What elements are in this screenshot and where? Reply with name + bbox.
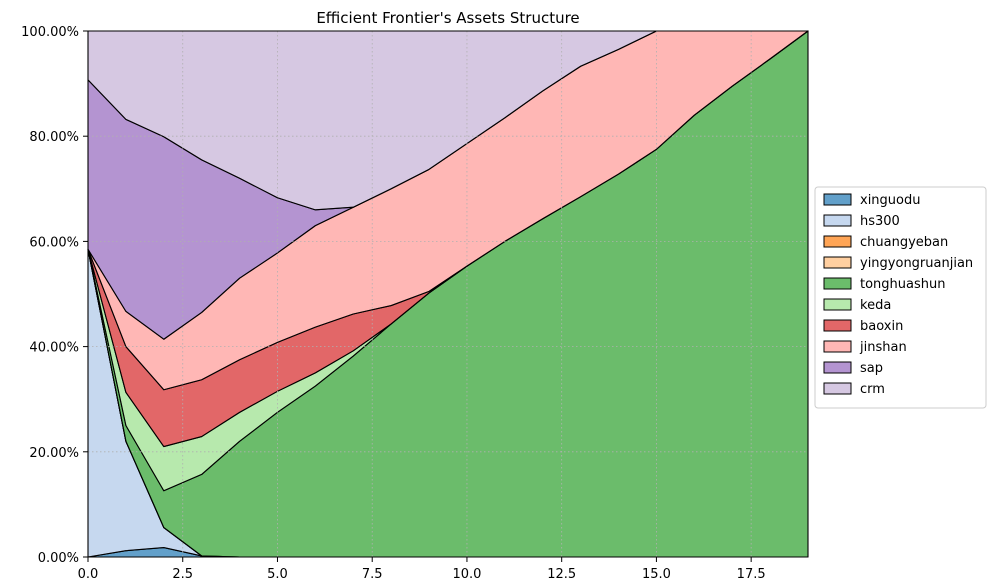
chart-title: Efficient Frontier's Assets Structure bbox=[316, 9, 579, 27]
y-tick-label: 0.00% bbox=[38, 551, 79, 566]
legend-label-hs300: hs300 bbox=[860, 214, 900, 229]
x-tick-label: 0.0 bbox=[78, 567, 99, 582]
y-tick-label: 60.00% bbox=[29, 235, 79, 250]
legend-label-sap: sap bbox=[860, 361, 883, 376]
x-tick-label: 10.0 bbox=[452, 567, 481, 582]
legend: xinguodu hs300 chuangyeban yingyongruanjian… bbox=[814, 186, 987, 409]
x-tick-label: 2.5 bbox=[172, 567, 193, 582]
legend-swatch-xinguodu bbox=[823, 193, 852, 206]
legend-swatch-chuangyeban bbox=[823, 235, 852, 248]
legend-swatch-keda bbox=[823, 298, 852, 311]
legend-label-keda: keda bbox=[860, 298, 891, 313]
x-tick-label: 5.0 bbox=[267, 567, 288, 582]
legend-label-jinshan: jinshan bbox=[859, 340, 907, 355]
legend-label-yingyongruanjian: yingyongruanjian bbox=[860, 256, 973, 271]
legend-swatch-crm bbox=[823, 382, 852, 395]
legend-label-chuangyeban: chuangyeban bbox=[860, 235, 948, 250]
x-tick-label: 12.5 bbox=[547, 567, 576, 582]
x-axis: 0.0 2.5 5.0 7.5 10.0 12.5 15.0 17.5 bbox=[78, 557, 766, 582]
legend-swatch-tonghuashun bbox=[823, 277, 852, 290]
legend-swatch-sap bbox=[823, 361, 852, 374]
legend-label-crm: crm bbox=[860, 382, 885, 397]
legend-swatch-jinshan bbox=[823, 340, 852, 353]
x-tick-label: 17.5 bbox=[737, 567, 766, 582]
legend-swatch-hs300 bbox=[823, 214, 852, 227]
y-tick-label: 40.00% bbox=[29, 341, 79, 356]
legend-swatch-baoxin bbox=[823, 319, 852, 332]
x-tick-label: 7.5 bbox=[362, 567, 383, 582]
legend-label-baoxin: baoxin bbox=[860, 319, 903, 334]
legend-box bbox=[814, 186, 987, 409]
x-tick-label: 15.0 bbox=[642, 567, 671, 582]
legend-label-xinguodu: xinguodu bbox=[860, 193, 920, 208]
y-tick-label: 80.00% bbox=[29, 130, 79, 145]
plot-frame bbox=[87, 30, 809, 558]
legend-label-tonghuashun: tonghuashun bbox=[860, 277, 945, 292]
y-axis: 0.00% 20.00% 40.00% 60.00% 80.00% 100.00% bbox=[21, 25, 88, 566]
legend-swatch-yingyongruanjian bbox=[823, 256, 852, 269]
stacked-areas bbox=[87, 30, 809, 558]
y-tick-label: 20.00% bbox=[29, 446, 79, 461]
y-tick-label: 100.00% bbox=[21, 25, 79, 40]
